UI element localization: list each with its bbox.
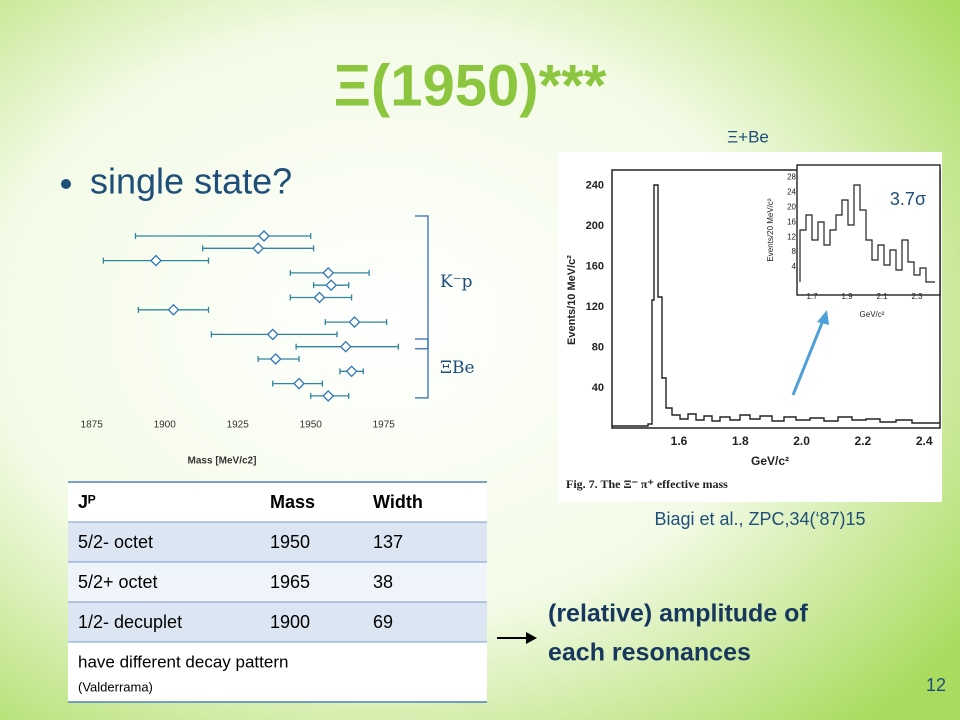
figure-x-label: GeV/c² bbox=[751, 454, 789, 468]
inset-y-tick: 12 bbox=[787, 232, 796, 241]
table-row bbox=[68, 522, 487, 562]
slide-title: Ξ(1950)*** bbox=[334, 53, 607, 118]
group-label: K⁻p bbox=[440, 272, 473, 292]
x-tick-label: 1950 bbox=[300, 420, 323, 431]
callout-line: (relative) amplitude of bbox=[548, 600, 808, 628]
diamond-marker bbox=[322, 266, 335, 279]
callout-arrow-head bbox=[526, 632, 537, 644]
figure-label: Ξ+Be bbox=[727, 127, 769, 146]
inset-x-label: GeV/c² bbox=[860, 310, 885, 319]
diamond-marker bbox=[252, 242, 265, 255]
inset-frame bbox=[796, 164, 941, 296]
group-label: ΞBe bbox=[440, 358, 475, 378]
inset-y-tick: 16 bbox=[787, 217, 796, 226]
inset-histogram bbox=[799, 184, 935, 283]
diamond-marker bbox=[269, 353, 282, 365]
diamond-marker bbox=[348, 316, 361, 329]
figure-x-tick: 2.2 bbox=[855, 434, 872, 448]
table-cell: 5/2- octet bbox=[78, 532, 153, 552]
figure-y-tick: 80 bbox=[592, 341, 604, 353]
bullet-dot bbox=[61, 179, 71, 189]
arrow-head bbox=[817, 310, 829, 325]
group-bracket bbox=[415, 215, 429, 350]
inset-x-tick: 2.1 bbox=[876, 292, 888, 301]
inset-y-tick: 24 bbox=[787, 188, 796, 197]
diamond-marker bbox=[325, 279, 338, 292]
inset-y-tick: 8 bbox=[792, 247, 797, 256]
figure-y-tick: 200 bbox=[586, 220, 604, 232]
bullet-text: single state? bbox=[90, 161, 292, 202]
inset-y-tick: 4 bbox=[792, 262, 797, 271]
table-row bbox=[68, 602, 487, 642]
diamond-marker bbox=[293, 377, 305, 390]
figure-citation: Biagi et al., ZPC,34(‘87)15 bbox=[654, 509, 865, 529]
diamond-marker bbox=[150, 254, 162, 267]
table-cell: 137 bbox=[373, 532, 403, 552]
figure-x-tick: 2.4 bbox=[916, 434, 933, 448]
table-cell: 69 bbox=[373, 612, 393, 632]
figure-frame bbox=[611, 169, 941, 429]
x-tick-label: 1900 bbox=[154, 420, 177, 431]
figure-x-tick: 1.8 bbox=[732, 434, 749, 448]
group-bracket bbox=[415, 338, 429, 399]
table-cell: 5/2+ octet bbox=[78, 572, 158, 592]
inset-y-label: Events/20 MeV/c² bbox=[766, 198, 775, 261]
x-tick-label: 1875 bbox=[81, 420, 104, 431]
figure-y-tick: 40 bbox=[592, 382, 604, 394]
table-header-cell: Mass bbox=[270, 492, 315, 512]
figure-caption: Fig. 7. The Ξ⁻ π⁺ effective mass bbox=[566, 477, 728, 491]
inset-x-tick: 1.7 bbox=[806, 292, 818, 301]
diamond-marker bbox=[339, 340, 352, 353]
table-header-cell: Jᴾ bbox=[78, 492, 96, 512]
table-cell: 1965 bbox=[270, 572, 310, 592]
figure-significance: 3.7σ bbox=[890, 189, 926, 209]
inset-x-tick: 2.3 bbox=[911, 292, 923, 301]
diamond-marker bbox=[266, 328, 279, 341]
diamond-marker bbox=[322, 389, 335, 402]
table-cell: 1/2- decuplet bbox=[78, 612, 182, 632]
table-cell: 38 bbox=[373, 572, 393, 592]
table-note-row bbox=[68, 642, 487, 702]
callout-line: each resonances bbox=[548, 639, 751, 667]
table-note: have different decay pattern bbox=[78, 652, 288, 671]
diamond-marker bbox=[258, 230, 270, 242]
diamond-marker bbox=[167, 303, 180, 316]
diamond-marker bbox=[345, 365, 358, 378]
page-number: 12 bbox=[926, 675, 946, 695]
arrow-shaft bbox=[791, 317, 826, 396]
x-tick-label: 1925 bbox=[227, 420, 250, 431]
figure-histogram bbox=[612, 184, 940, 427]
table-cell: 1950 bbox=[270, 532, 310, 552]
diamond-marker bbox=[313, 291, 326, 304]
figure-y-tick: 240 bbox=[586, 179, 604, 191]
figure-x-tick: 1.6 bbox=[671, 434, 688, 448]
x-axis-label: Mass [MeV/c2] bbox=[188, 456, 257, 467]
inset-y-tick: 28 bbox=[787, 173, 796, 182]
table-row bbox=[68, 562, 487, 602]
figure-x-tick: 2.0 bbox=[793, 434, 810, 448]
figure-y-tick: 120 bbox=[586, 301, 604, 313]
table-note-source: (Valderrama) bbox=[78, 679, 153, 694]
inset-x-tick: 1.9 bbox=[841, 292, 853, 301]
figure-y-tick: 160 bbox=[586, 260, 604, 272]
x-tick-label: 1975 bbox=[373, 420, 396, 431]
table-cell: 1900 bbox=[270, 612, 310, 632]
table-row bbox=[68, 482, 487, 522]
inset-y-tick: 20 bbox=[787, 203, 796, 212]
figure-y-label: Events/10 MeV/c² bbox=[566, 255, 578, 345]
table-header-cell: Width bbox=[373, 492, 423, 512]
